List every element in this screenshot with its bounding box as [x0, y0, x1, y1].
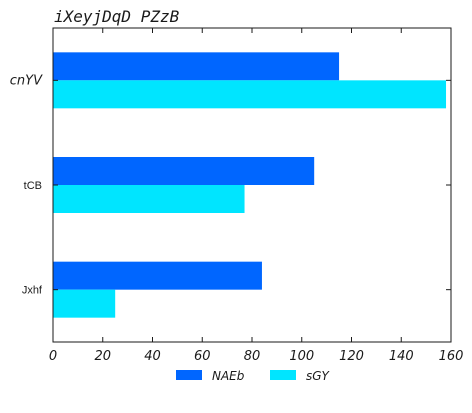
bar-NAEb-tCB: [53, 157, 315, 185]
legend: NAEb sGY: [176, 369, 331, 383]
y-tick-label: tCB: [24, 180, 42, 192]
x-tick-label: 40: [144, 349, 161, 364]
bar-sGY-Jxhf: [53, 289, 116, 318]
bar-sGY-cnYV: [53, 80, 447, 109]
x-tick-label: 60: [194, 349, 211, 364]
x-tick-label: 140: [389, 349, 414, 364]
legend-label-sGY: sGY: [306, 369, 331, 383]
legend-swatch-NAEb: [176, 370, 202, 380]
x-tick-label: 0: [49, 349, 57, 364]
y-tick-label: Jxhf: [22, 285, 43, 297]
bar-NAEb-Jxhf: [53, 261, 262, 290]
x-tick-label: 100: [289, 349, 314, 364]
x-axis: 0 20 40 60 80 100 120 140 160: [49, 28, 464, 364]
x-tick-label: 120: [339, 349, 364, 364]
x-tick-label: 160: [439, 349, 464, 364]
x-tick-label: 20: [94, 349, 111, 364]
legend-label-NAEb: NAEb: [212, 369, 245, 383]
bar-NAEb-cnYV: [53, 52, 340, 81]
y-axis: cnYV tCB Jxhf: [10, 73, 451, 297]
x-tick-label: 80: [244, 349, 261, 364]
bar-sGY-tCB: [53, 185, 245, 213]
chart-title: iXeyjDqD PZzB: [54, 7, 180, 26]
y-tick-label: cnYV: [10, 73, 43, 88]
bars-group: [53, 52, 447, 318]
legend-swatch-sGY: [270, 370, 296, 380]
